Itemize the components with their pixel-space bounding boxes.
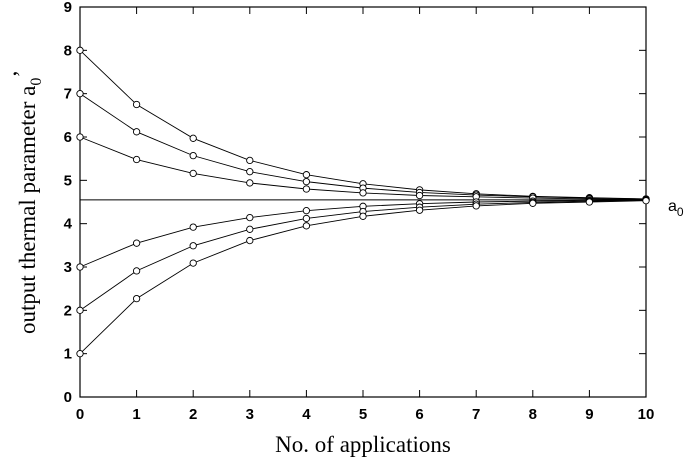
x-tick-label: 2 <box>189 406 197 423</box>
data-point <box>246 225 254 233</box>
series-line-1 <box>79 50 647 200</box>
data-point <box>359 189 367 197</box>
data-point <box>189 169 197 178</box>
data-point <box>529 199 537 207</box>
x-tick-label: 1 <box>132 406 140 423</box>
x-tick-label: 5 <box>359 406 367 423</box>
data-point <box>246 236 254 245</box>
data-point <box>189 242 197 250</box>
data-point <box>415 191 424 200</box>
x-tick-label: 6 <box>415 406 423 423</box>
data-point <box>76 350 84 358</box>
data-point <box>246 213 254 222</box>
x-tick-label: 7 <box>472 406 480 423</box>
data-point <box>132 155 141 164</box>
data-point <box>302 214 311 223</box>
x-tick-label: 8 <box>529 406 537 423</box>
x-axis-title: No. of applications <box>275 432 451 457</box>
x-tick-label: 10 <box>638 406 655 423</box>
y-tick-label: 5 <box>64 172 72 189</box>
data-point <box>359 212 367 220</box>
data-point <box>642 197 650 205</box>
x-tick-label: 0 <box>76 406 84 423</box>
data-point <box>246 168 254 176</box>
data-point <box>132 128 141 136</box>
data-point <box>415 206 424 214</box>
reference-line-label: a0 <box>668 198 684 219</box>
series-line-6 <box>79 200 647 354</box>
data-point <box>76 133 84 141</box>
data-point <box>302 207 311 215</box>
data-point <box>76 306 84 314</box>
data-point <box>246 156 254 165</box>
data-point <box>189 259 197 267</box>
data-point <box>189 151 197 160</box>
data-point <box>76 46 84 54</box>
data-point <box>189 134 197 142</box>
data-point <box>302 177 311 186</box>
y-tick-label: 2 <box>64 302 72 319</box>
y-tick-label: 9 <box>64 0 72 16</box>
y-axis-title: output thermal parameter a0’ <box>9 70 45 334</box>
data-point <box>472 202 480 210</box>
data-point <box>132 294 141 303</box>
x-tick-label: 4 <box>302 406 311 423</box>
y-tick-label: 3 <box>64 259 72 276</box>
data-point <box>302 222 311 230</box>
y-tick-label: 8 <box>64 42 72 59</box>
data-point <box>302 171 311 179</box>
data-point <box>302 185 311 193</box>
y-tick-label: 6 <box>64 129 72 146</box>
data-point <box>132 239 141 247</box>
data-point <box>189 223 197 231</box>
data-point <box>76 263 84 271</box>
data-point <box>246 179 254 187</box>
data-point <box>132 100 141 109</box>
data-point <box>585 198 594 206</box>
x-tick-label: 3 <box>246 406 254 423</box>
x-tick-label: 9 <box>585 406 593 423</box>
data-point <box>76 90 84 98</box>
y-tick-label: 4 <box>64 216 73 233</box>
y-tick-label: 0 <box>64 389 72 406</box>
y-tick-label: 7 <box>64 86 72 103</box>
data-point <box>132 267 141 275</box>
y-tick-label: 1 <box>64 346 72 363</box>
